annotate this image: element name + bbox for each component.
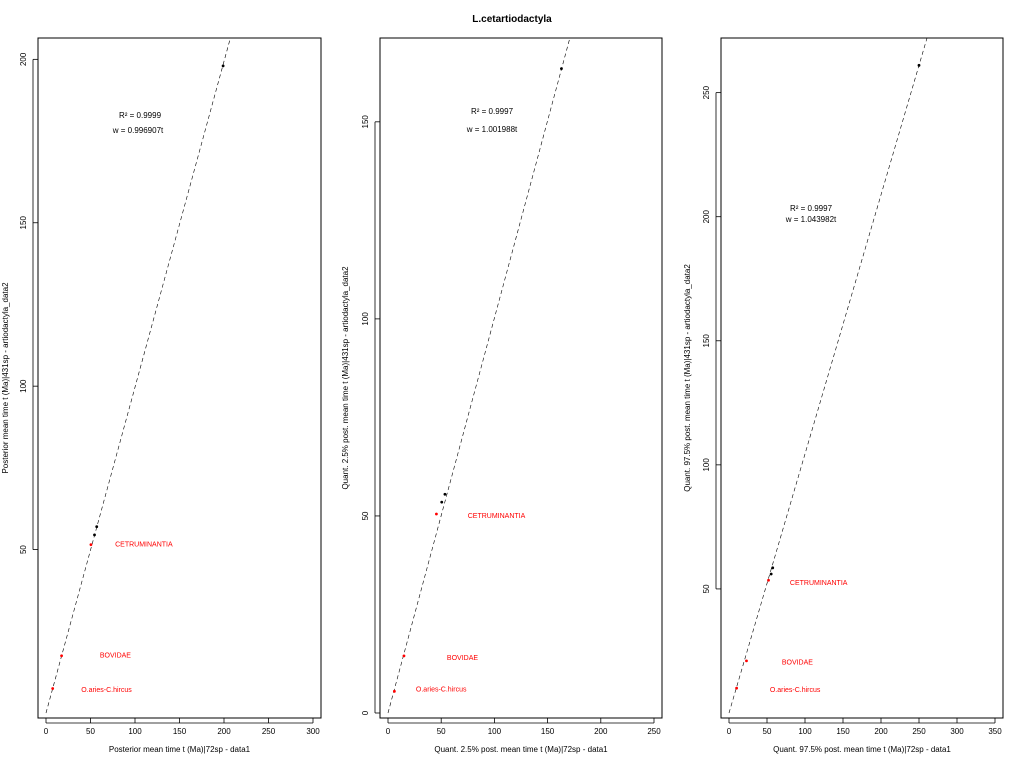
y-tick-label: 100 [361,312,370,326]
data-point [767,578,770,582]
clade-label: CETRUMINANTIA [468,513,526,520]
data-point [392,689,396,693]
x-tick-label: 250 [647,727,661,736]
data-point [51,687,55,690]
y-axis-title: Posterior mean time t (Ma)|431sp - artio… [1,282,10,474]
y-tick-label: 50 [702,584,711,593]
r-squared-label: R² = 0.9999 [119,111,162,120]
y-tick-label: 150 [702,334,711,348]
x-tick-label: 50 [86,727,95,736]
regression-equation-label: w = 1.001988t [466,125,518,134]
x-tick-label: 200 [594,727,608,736]
data-point [560,67,563,71]
clade-label: O.aries-C.hircus [81,687,132,694]
x-tick-label: 200 [217,727,231,736]
data-point [95,525,99,529]
data-point [771,566,775,570]
x-tick-label: 200 [874,727,888,736]
clade-label: BOVIDAE [100,652,131,659]
data-point [443,492,447,496]
clade-label: BOVIDAE [782,660,813,667]
clade-label: CETRUMINANTIA [115,541,173,548]
x-tick-label: 150 [836,727,850,736]
x-tick-label: 250 [262,727,276,736]
y-axis-title: Quant. 2.5% post. mean time t (Ma)|431sp… [341,266,350,490]
clade-label: CETRUMINANTIA [790,580,848,587]
y-tick-label: 200 [702,209,711,223]
plot-frame [720,37,1004,719]
y-axis-title: Quant. 97.5% post. mean time t (Ma)|431s… [683,264,692,492]
data-point [60,654,63,658]
data-point [89,543,93,547]
y-tick-label: 50 [19,545,28,554]
y-tick-label: 150 [361,115,370,129]
clade-label: BOVIDAE [447,655,478,662]
x-tick-label: 350 [988,727,1002,736]
data-point [769,572,773,576]
r-squared-label: R² = 0.9997 [471,107,514,116]
y-tick-label: 250 [702,85,711,99]
x-axis-title: Quant. 97.5% post. mean time t (Ma)|72sp… [773,745,951,754]
x-tick-label: 100 [128,727,142,736]
plot-frame [379,37,663,719]
y-tick-label: 150 [19,216,28,230]
x-tick-label: 100 [798,727,812,736]
regression-line [728,38,928,714]
y-tick-label: 50 [361,511,370,520]
y-tick-label: 0 [361,710,370,715]
x-tick-label: 300 [950,727,964,736]
x-tick-label: 250 [912,727,926,736]
r-squared-label: R² = 0.9997 [790,204,833,213]
x-tick-label: 150 [541,727,555,736]
clade-label: O.aries-C.hircus [770,687,821,694]
data-point [221,64,225,68]
y-tick-label: 100 [702,458,711,472]
x-axis-title: Posterior mean time t (Ma)|72sp - data1 [109,745,251,754]
x-tick-label: 0 [44,727,49,736]
data-point [917,63,921,67]
x-axis-title: Quant. 2.5% post. mean time t (Ma)|72sp … [434,745,608,754]
data-point [435,512,438,516]
data-point [402,654,406,658]
figure-title: L.cetartiodactyla [472,14,552,25]
y-tick-label: 200 [19,52,28,66]
y-tick-label: 100 [19,379,28,393]
regression-line [45,38,231,714]
data-point [735,686,738,690]
data-point [745,659,748,663]
x-tick-label: 100 [488,727,502,736]
x-tick-label: 50 [763,727,772,736]
x-tick-label: 300 [306,727,320,736]
clade-label: O.aries-C.hircus [416,686,467,693]
regression-line [387,38,571,714]
x-tick-label: 0 [386,727,391,736]
regression-equation-label: w = 0.996907t [112,126,164,135]
data-point [93,533,96,537]
data-point [440,500,444,504]
x-tick-label: 50 [437,727,446,736]
x-tick-label: 150 [173,727,187,736]
x-tick-label: 0 [727,727,732,736]
regression-equation-label: w = 1.043982t [785,215,837,224]
